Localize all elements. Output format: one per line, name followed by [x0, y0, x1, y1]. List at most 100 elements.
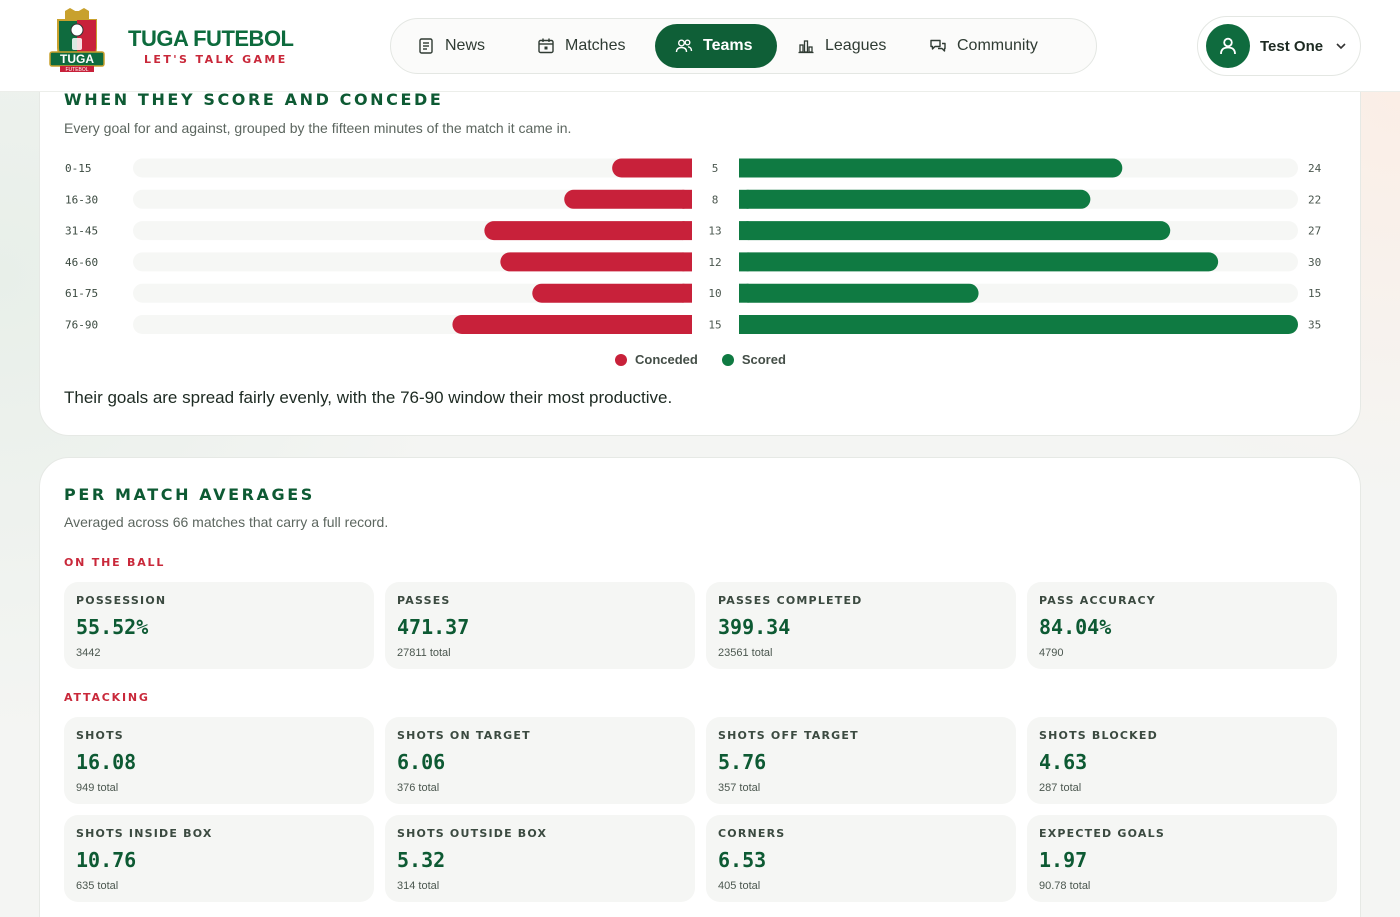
stat-total: 3442 — [76, 647, 101, 659]
stat-card-shots-outside-box: SHOTS OUTSIDE BOX 5.32 314 total — [385, 815, 695, 902]
row-label-76-90: 76-90 — [65, 319, 98, 332]
stat-value: 5.76 — [718, 750, 767, 774]
value-scored-16-30: 22 — [1308, 193, 1321, 206]
stat-name: PASSES COMPLETED — [718, 594, 863, 607]
chevron-down-icon — [1336, 43, 1346, 50]
stat-value: 6.53 — [718, 848, 767, 872]
stat-total: 357 total — [718, 782, 761, 794]
stat-card-shots-off-target: SHOTS OFF TARGET 5.76 357 total — [706, 717, 1016, 804]
nav-item-teams[interactable]: Teams — [655, 24, 777, 68]
nav-item-community[interactable]: Community — [909, 24, 1079, 68]
brand-tagline: LET'S TALK GAME — [144, 53, 288, 66]
stat-card-expected-goals: EXPECTED GOALS 1.97 90.78 total — [1027, 815, 1337, 902]
stat-value: 471.37 — [397, 615, 470, 639]
bar-scored-0-15 — [739, 158, 1123, 178]
bar-scored-61-75 — [739, 283, 979, 303]
value-conceded-31-45: 13 — [708, 225, 721, 238]
stat-name: SHOTS ON TARGET — [397, 729, 531, 742]
nav-item-leagues[interactable]: Leagues — [777, 24, 909, 68]
bar-chart-icon — [798, 40, 814, 54]
bar-conceded-edge — [682, 315, 692, 334]
calendar-icon — [538, 38, 554, 54]
track-conceded — [133, 158, 692, 178]
user-icon — [1220, 37, 1236, 55]
nav-label: Matches — [565, 37, 626, 54]
bar-conceded-16-30 — [564, 189, 692, 209]
stat-total: 314 total — [397, 880, 440, 892]
stat-name: SHOTS OUTSIDE BOX — [397, 827, 548, 840]
nav-label: News — [445, 37, 486, 54]
svg-text:FUTEBOL: FUTEBOL — [65, 67, 88, 73]
row-label-16-30: 16-30 — [65, 193, 98, 206]
value-conceded-16-30: 8 — [712, 193, 719, 206]
value-conceded-61-75: 10 — [708, 287, 721, 300]
stat-card-passes-completed: PASSES COMPLETED 399.34 23561 total — [706, 582, 1016, 669]
nav-item-matches[interactable]: Matches — [517, 24, 655, 68]
brand-title: TUGA FUTEBOL — [128, 26, 294, 51]
bar-conceded-31-45 — [484, 221, 692, 241]
timing-subtitle: Every goal for and against, grouped by t… — [64, 120, 572, 136]
bar-conceded-edge — [682, 221, 692, 241]
bar-scored-76-90 — [739, 315, 1298, 334]
stat-card-passes: PASSES 471.37 27811 total — [385, 582, 695, 669]
chat-bubbles-icon — [930, 39, 946, 52]
bar-scored-46-60 — [739, 252, 1219, 272]
row-label-31-45: 31-45 — [65, 225, 98, 238]
stat-card-possession: POSSESSION 55.52% 3442 — [64, 582, 374, 669]
stat-card-shots-blocked: SHOTS BLOCKED 4.63 287 total — [1027, 717, 1337, 804]
stat-value: 10.76 — [76, 848, 137, 872]
bar-scored-edge — [739, 252, 749, 272]
bar-scored-edge — [739, 315, 749, 334]
nav-item-news[interactable]: News — [397, 24, 517, 68]
row-label-61-75: 61-75 — [65, 287, 98, 300]
goal-timing-chart: 0-15 5 24 16-30 8 22 31-45 13 27 46-60 12 30 61-75 10… — [65, 158, 1322, 334]
legend-label: Scored — [741, 352, 786, 367]
value-conceded-46-60: 12 — [708, 256, 721, 269]
bar-conceded-0-15 — [612, 158, 692, 178]
stat-value: 84.04% — [1039, 615, 1112, 639]
bar-conceded-61-75 — [532, 283, 692, 303]
stat-total: 287 total — [1039, 782, 1082, 794]
stat-total: 23561 total — [718, 647, 773, 659]
nav-label: Teams — [703, 37, 753, 54]
newspaper-icon — [419, 38, 433, 54]
timing-title: WHEN THEY SCORE AND CONCEDE — [64, 90, 444, 109]
stat-name: SHOTS — [76, 729, 124, 742]
value-conceded-0-15: 5 — [712, 162, 719, 175]
stat-total: 90.78 total — [1039, 880, 1091, 892]
stat-total: 635 total — [76, 880, 119, 892]
nav-label: Community — [957, 37, 1038, 54]
legend-conceded: Conceded — [615, 352, 698, 367]
stat-grid-attacking: SHOTS 16.08 949 total SHOTS ON TARGET 6.… — [64, 717, 1337, 902]
stat-grid-on-the-ball: POSSESSION 55.52% 3442 PASSES 471.37 278… — [64, 582, 1337, 669]
stat-name: SHOTS INSIDE BOX — [76, 827, 213, 840]
legend-dot-conceded — [615, 353, 627, 366]
stat-card-corners: CORNERS 6.53 405 total — [706, 815, 1016, 902]
user-menu[interactable]: Test One — [1197, 16, 1361, 76]
stat-name: POSSESSION — [76, 594, 167, 607]
chart-legend: Conceded Scored — [615, 352, 786, 367]
logo-crest[interactable]: TUGA FUTEBOL — [48, 8, 106, 82]
legend-scored: Scored — [721, 352, 786, 367]
top-header: TUGA FUTEBOL TUGA FUTEBOL LET'S TALK GAM… — [0, 0, 1400, 92]
value-scored-46-60: 30 — [1308, 256, 1321, 269]
stat-total: 27811 total — [397, 647, 451, 659]
avatar — [1206, 24, 1250, 68]
brand[interactable]: TUGA FUTEBOL LET'S TALK GAME — [128, 26, 294, 66]
averages-title: PER MATCH AVERAGES — [64, 485, 315, 504]
bar-conceded-46-60 — [500, 252, 692, 272]
group-label-attacking: ATTACKING — [64, 691, 150, 704]
timing-insight: Their goals are spread fairly evenly, wi… — [64, 388, 673, 407]
stat-card-shots: SHOTS 16.08 949 total — [64, 717, 374, 804]
stat-value: 6.06 — [397, 750, 446, 774]
svg-text:TUGA: TUGA — [60, 52, 94, 66]
stat-name: PASSES — [397, 594, 451, 607]
nav-label: Leagues — [825, 37, 887, 54]
bar-conceded-edge — [682, 189, 692, 209]
stat-name: EXPECTED GOALS — [1039, 827, 1165, 840]
stat-name: PASS ACCURACY — [1039, 594, 1156, 607]
goal-timing-card: 0-15 5 24 16-30 8 22 31-45 13 27 46-60 12 30 61-75 10… — [39, 40, 1361, 436]
bar-conceded-edge — [682, 283, 692, 303]
bar-scored-edge — [739, 189, 749, 209]
stat-card-pass-accuracy: PASS ACCURACY 84.04% 4790 — [1027, 582, 1337, 669]
